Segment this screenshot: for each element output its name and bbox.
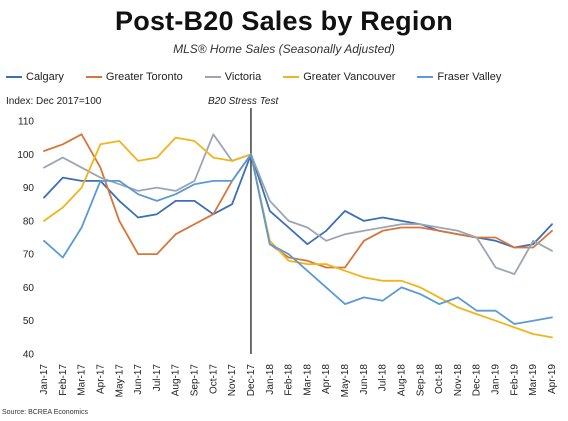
series-line-greater-toronto bbox=[43, 133, 553, 269]
x-tick-label: Nov-17 bbox=[227, 364, 238, 397]
series-line-calgary bbox=[43, 153, 553, 249]
legend: Calgary Greater Toronto Victoria Greater… bbox=[6, 68, 566, 86]
legend-swatch-calgary bbox=[6, 76, 22, 78]
x-tick-label: Jun-18 bbox=[359, 364, 370, 395]
x-tick-label: Dec-17 bbox=[246, 364, 257, 397]
legend-item-victoria: Victoria bbox=[204, 71, 262, 83]
chart-subtitle: MLS® Home Sales (Seasonally Adjusted) bbox=[173, 42, 395, 56]
y-tick-label: 50 bbox=[23, 316, 35, 327]
x-tick-label: Feb-19 bbox=[509, 364, 520, 396]
y-tick-label: 80 bbox=[23, 216, 35, 227]
x-tick-label: Apr-19 bbox=[547, 364, 558, 394]
legend-item-calgary: Calgary bbox=[6, 71, 64, 83]
x-tick-label: Jan-19 bbox=[491, 364, 502, 395]
y-tick-label: 110 bbox=[18, 117, 34, 128]
x-tick-label: Aug-18 bbox=[396, 364, 407, 397]
legend-label-calgary: Calgary bbox=[26, 71, 64, 83]
source-note: Source: BCREA Economics bbox=[2, 409, 88, 416]
x-tick-label: May-17 bbox=[114, 364, 125, 398]
legend-item-fraser-valley: Fraser Valley bbox=[417, 71, 501, 83]
x-tick-label: Apr-18 bbox=[321, 364, 332, 394]
chart-title: Post-B20 Sales by Region bbox=[115, 6, 453, 36]
x-tick-label: Nov-18 bbox=[453, 364, 464, 397]
x-tick-label: Aug-17 bbox=[171, 364, 182, 397]
x-tick-label: Mar-17 bbox=[77, 364, 88, 396]
x-tick-label: Sep-18 bbox=[415, 364, 426, 397]
x-tick-label: Mar-18 bbox=[302, 364, 313, 396]
legend-item-greater-vancouver: Greater Vancouver bbox=[283, 71, 395, 83]
y-tick-label: 60 bbox=[23, 283, 35, 294]
x-tick-label: Jul-17 bbox=[152, 364, 163, 392]
series-line-victoria bbox=[43, 133, 553, 276]
x-tick-label: Apr-17 bbox=[95, 364, 106, 394]
legend-label-fraser-valley: Fraser Valley bbox=[437, 71, 502, 83]
legend-label-greater-vancouver: Greater Vancouver bbox=[303, 71, 396, 83]
x-tick-label: Sep-17 bbox=[190, 364, 201, 397]
legend-swatch-victoria bbox=[204, 76, 221, 78]
y-tick-label: 90 bbox=[23, 183, 35, 194]
x-tick-label: May-18 bbox=[340, 364, 351, 398]
x-tick-label: Feb-17 bbox=[58, 364, 69, 396]
legend-label-victoria: Victoria bbox=[224, 71, 262, 83]
legend-label-greater-toronto: Greater Toronto bbox=[105, 71, 183, 83]
y-axis-label: Index: Dec 2017=100 bbox=[6, 96, 102, 107]
legend-swatch-greater-toronto bbox=[85, 76, 102, 78]
x-tick-label: Mar-19 bbox=[528, 364, 539, 396]
legend-item-greater-toronto: Greater Toronto bbox=[85, 71, 183, 83]
y-tick-label: 40 bbox=[23, 350, 35, 361]
y-tick-label: 70 bbox=[23, 250, 35, 261]
x-tick-label: Jan-17 bbox=[39, 364, 50, 395]
x-tick-label: Oct-18 bbox=[434, 364, 445, 394]
x-tick-label: Oct-17 bbox=[208, 364, 219, 394]
y-tick-label: 100 bbox=[17, 150, 34, 161]
series-line-fraser-valley bbox=[43, 153, 553, 325]
x-tick-label: Jul-18 bbox=[378, 364, 389, 392]
legend-swatch-greater-vancouver bbox=[283, 76, 300, 78]
legend-swatch-fraser-valley bbox=[417, 76, 434, 78]
x-tick-label: Dec-18 bbox=[472, 364, 483, 397]
x-tick-label: Jan-18 bbox=[265, 364, 276, 395]
stress-test-annotation: B20 Stress Test bbox=[208, 96, 279, 107]
x-tick-label: Jun-17 bbox=[133, 364, 144, 395]
x-tick-label: Feb-18 bbox=[284, 364, 295, 396]
